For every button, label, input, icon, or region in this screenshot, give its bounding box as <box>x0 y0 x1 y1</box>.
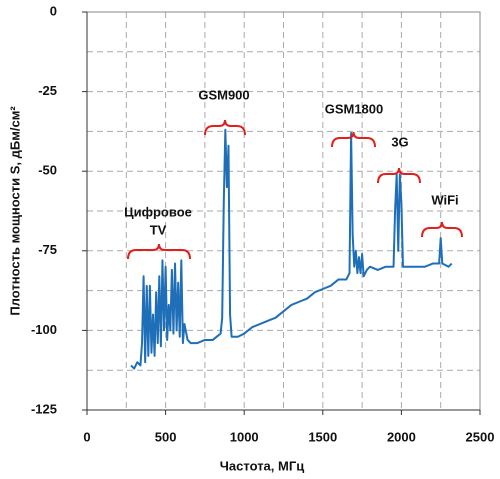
x-tick-label: 1000 <box>230 429 259 444</box>
annotation: TV <box>150 222 167 237</box>
brace <box>377 167 421 184</box>
y-tick-label: -50 <box>38 163 57 178</box>
annotation: 3G <box>391 134 408 149</box>
brace <box>204 119 246 136</box>
x-tick-label: 500 <box>155 429 177 444</box>
y-tick-label: -75 <box>38 242 57 257</box>
x-tick-label: 2000 <box>387 429 416 444</box>
annotation: WiFi <box>431 192 458 207</box>
annotation: GSM900 <box>198 87 249 102</box>
y-tick-label: 0 <box>50 3 57 18</box>
brace <box>127 243 191 260</box>
annotation: Цифровое <box>124 204 192 219</box>
x-tick-label: 1500 <box>308 429 337 444</box>
y-tick-label: -25 <box>38 83 57 98</box>
y-tick-label: -100 <box>31 322 57 337</box>
y-axis-label: Плотность мощности S, дБм/см² <box>7 106 22 316</box>
annotation: GSM1800 <box>325 101 384 116</box>
brace <box>331 131 376 148</box>
x-tick-label: 0 <box>83 429 90 444</box>
spectrum-line <box>130 128 453 370</box>
brace <box>421 221 463 238</box>
x-tick-label: 2500 <box>466 429 495 444</box>
y-tick-label: -125 <box>31 401 57 416</box>
x-axis-label: Частота, МГц <box>220 458 304 473</box>
